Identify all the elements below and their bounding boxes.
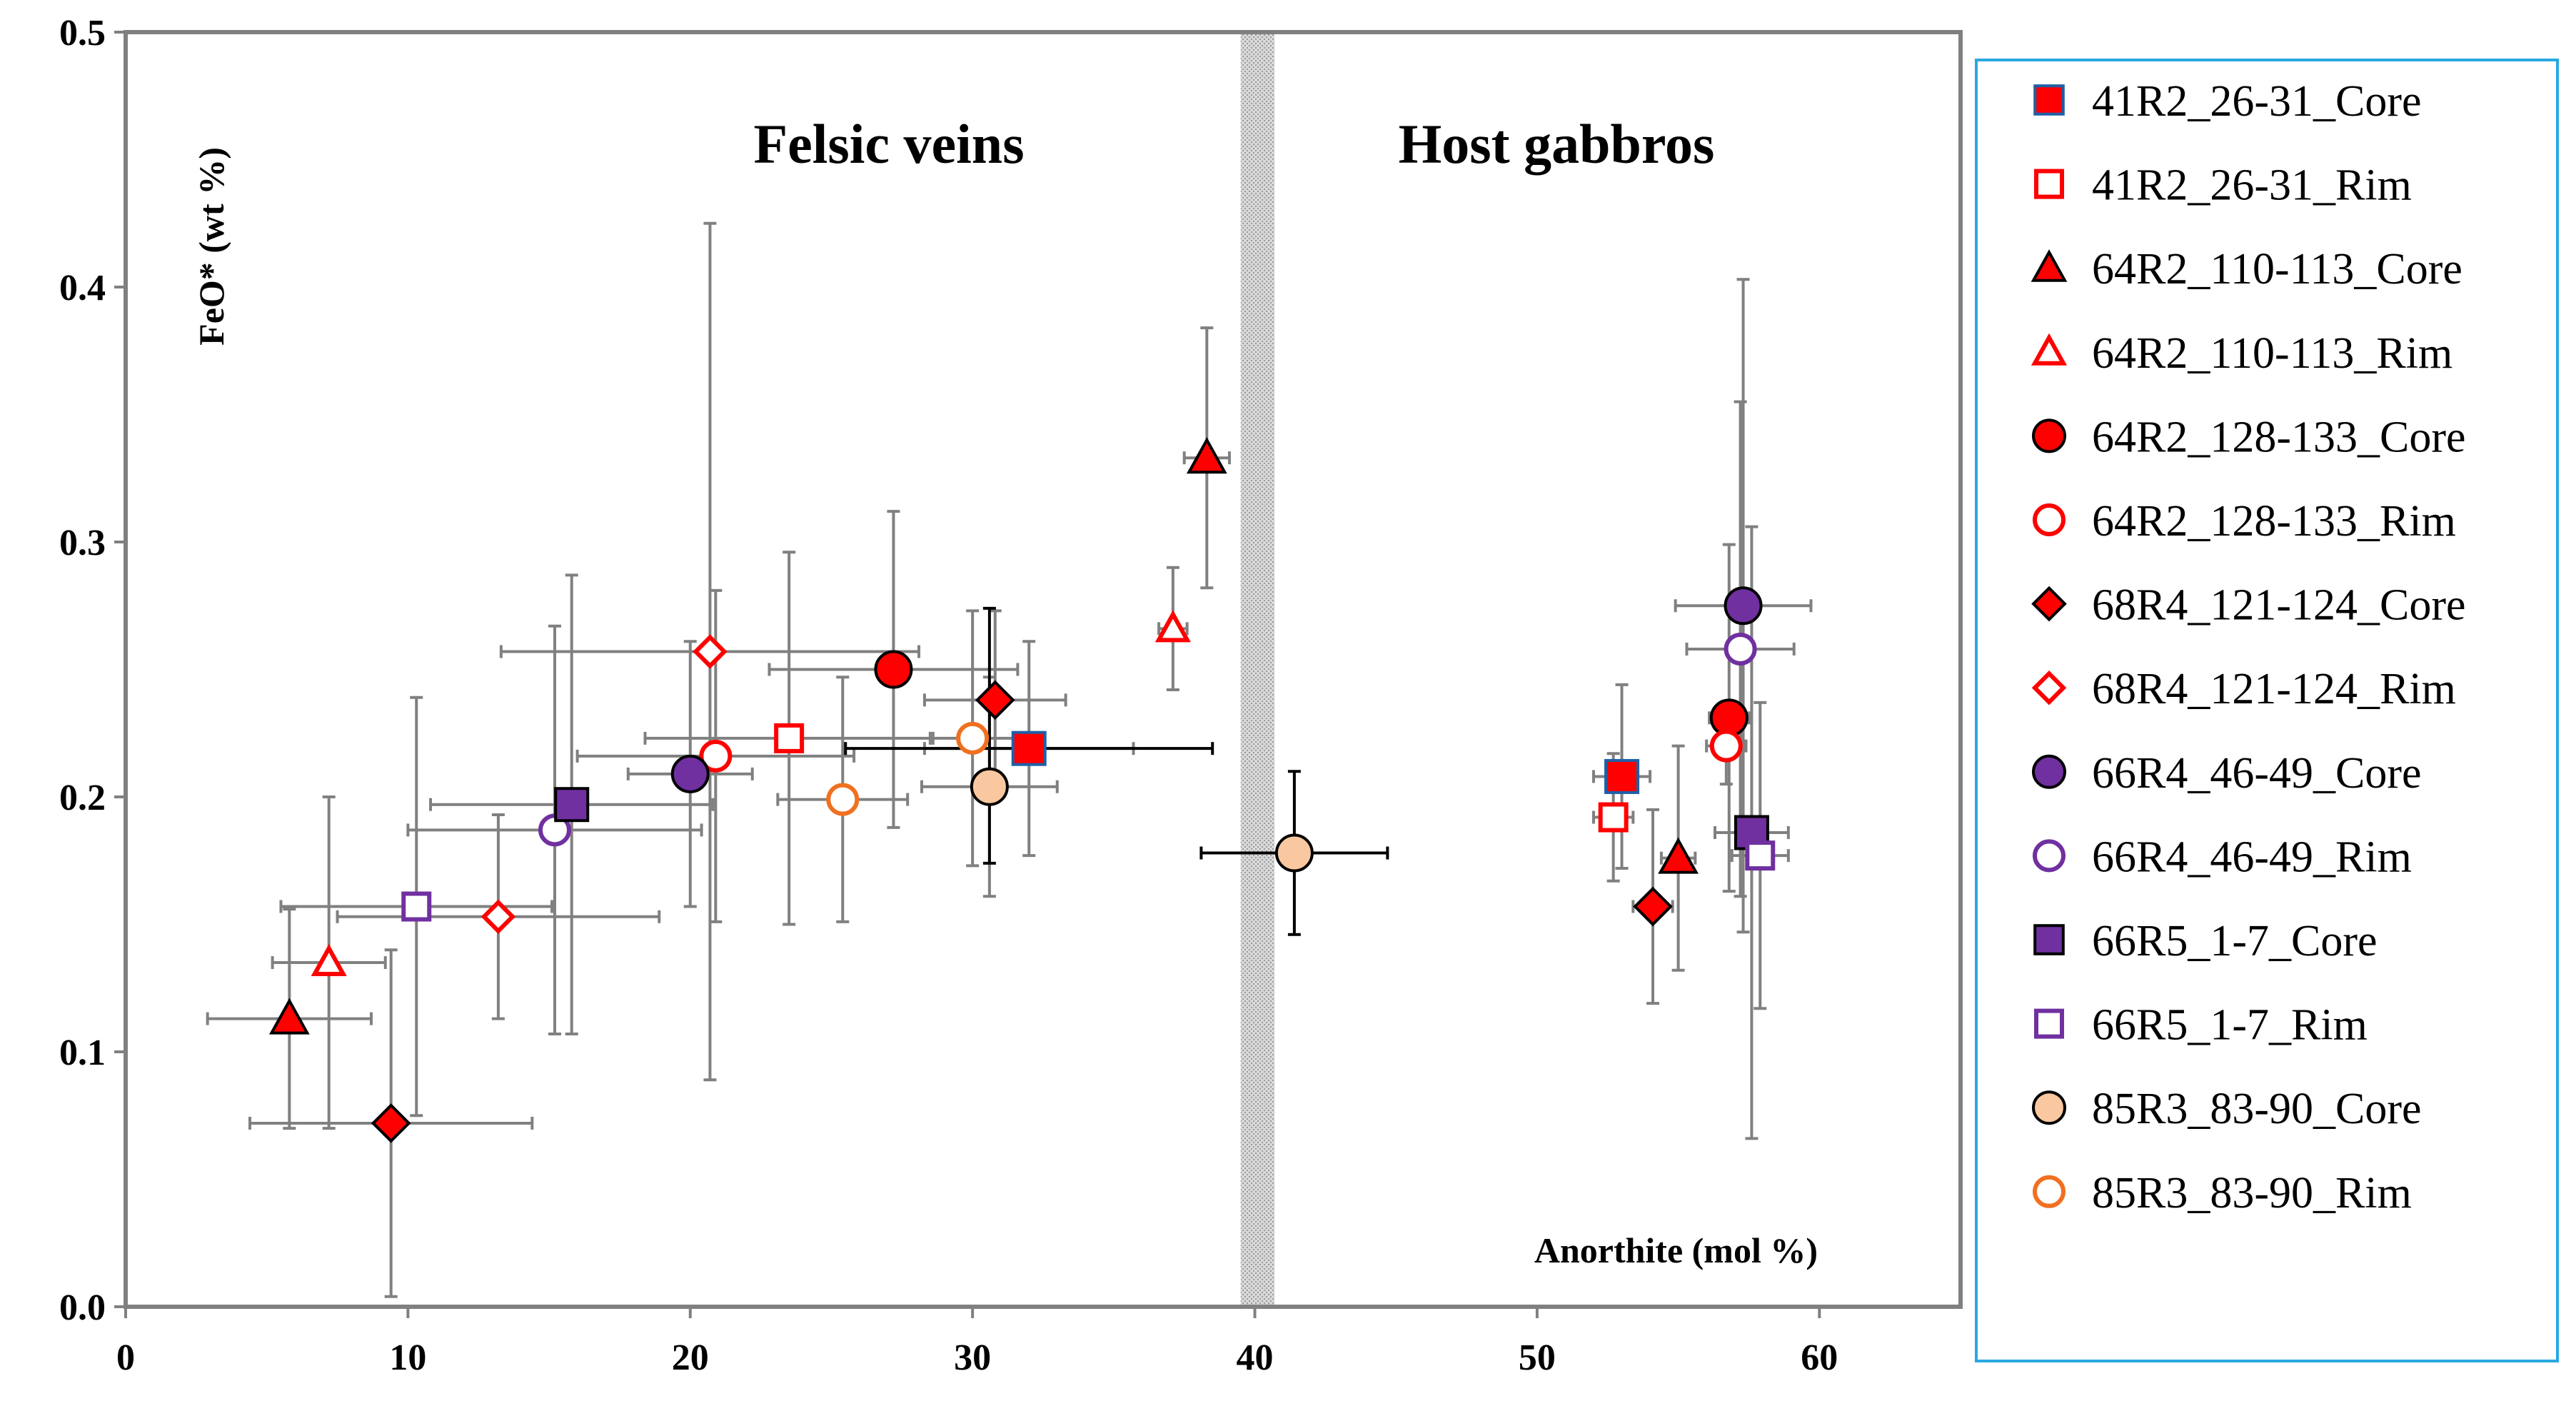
legend-marker (2034, 169, 2064, 199)
legend-label: 41R2_26-31_Rim (2092, 161, 2412, 210)
legend-marker (2032, 1090, 2066, 1125)
legend-marker (2033, 839, 2066, 873)
data-point (481, 899, 516, 935)
data-point (554, 787, 590, 823)
legend-marker (2032, 754, 2066, 789)
legend-label: 64R2_110-113_Rim (2092, 329, 2452, 378)
data-point (693, 634, 728, 669)
y-tick-label: 0.1 (59, 1033, 106, 1073)
data-point (1154, 610, 1191, 643)
data-point (1011, 730, 1047, 766)
data-point (371, 1103, 411, 1143)
data-point (670, 754, 710, 793)
data-point (956, 721, 990, 755)
data-point (970, 767, 1009, 806)
data-point (1745, 840, 1776, 871)
x-tick-label: 40 (1237, 1337, 1274, 1378)
plot-frame (124, 30, 1963, 1309)
legend-label: 41R2_26-31_Core (2092, 77, 2422, 126)
data-point (1604, 758, 1640, 794)
legend-marker (2032, 418, 2066, 453)
y-tick-label: 0.0 (59, 1287, 106, 1328)
legend-label: 64R2_128-133_Rim (2092, 497, 2456, 546)
x-tick-label: 60 (1801, 1337, 1838, 1378)
data-point (401, 891, 432, 922)
data-point (975, 680, 1015, 720)
data-point (1274, 833, 1314, 873)
data-point (1724, 586, 1763, 626)
legend-marker (2031, 670, 2067, 706)
data-point (774, 723, 805, 753)
divider-band (1240, 32, 1275, 1307)
data-point (1724, 632, 1757, 666)
data-point (1598, 802, 1629, 833)
legend-label: 66R4_46-49_Core (2092, 749, 2422, 798)
y-tick-label: 0.4 (59, 268, 106, 308)
legend-marker (2031, 249, 2068, 282)
legend-marker (2033, 1175, 2066, 1208)
data-point (1633, 886, 1673, 927)
legend-marker (2033, 924, 2065, 955)
y-tick-label: 0.5 (59, 13, 106, 54)
legend-label: 66R5_1-7_Core (2092, 917, 2378, 965)
data-point (874, 650, 913, 689)
y-tick-label: 0.3 (59, 523, 106, 563)
data-point (268, 998, 310, 1035)
legend-label: 85R3_83-90_Core (2092, 1085, 2422, 1133)
data-point (1186, 437, 1227, 474)
legend-marker (2033, 503, 2066, 536)
legend-marker (2031, 586, 2067, 622)
x-tick-label: 20 (672, 1337, 709, 1378)
legend-label: 85R3_83-90_Rim (2092, 1169, 2412, 1217)
legend-marker (2034, 1008, 2064, 1039)
x-tick-label: 10 (389, 1337, 426, 1378)
legend-label: 68R4_121-124_Core (2092, 581, 2466, 630)
x-axis-label: Anorthite (mol %) (1534, 1230, 1818, 1270)
data-point (311, 943, 347, 977)
data-point (826, 783, 860, 816)
region-label-felsic-veins: Felsic veins (753, 113, 1024, 175)
data-point (1709, 729, 1743, 763)
legend-label: 64R2_128-133_Core (2092, 413, 2466, 461)
legend-marker (2031, 333, 2068, 366)
y-tick-label: 0.2 (59, 778, 106, 818)
legend-label: 64R2_110-113_Core (2092, 245, 2462, 293)
region-label-host-gabbros: Host gabbros (1399, 113, 1715, 175)
data-point (699, 739, 733, 773)
legend-label: 66R4_46-49_Rim (2092, 833, 2412, 881)
x-tick-label: 50 (1519, 1337, 1556, 1378)
legend-label: 66R5_1-7_Rim (2092, 1001, 2368, 1050)
x-tick-label: 0 (116, 1337, 135, 1378)
data-point (1658, 837, 1699, 874)
x-tick-label: 30 (954, 1337, 991, 1378)
legend-label: 68R4_121-124_Rim (2092, 665, 2456, 713)
legend-marker (2033, 84, 2065, 116)
legend-box (1975, 59, 2559, 1362)
y-axis-label: FeO* (wt %) (191, 147, 231, 346)
